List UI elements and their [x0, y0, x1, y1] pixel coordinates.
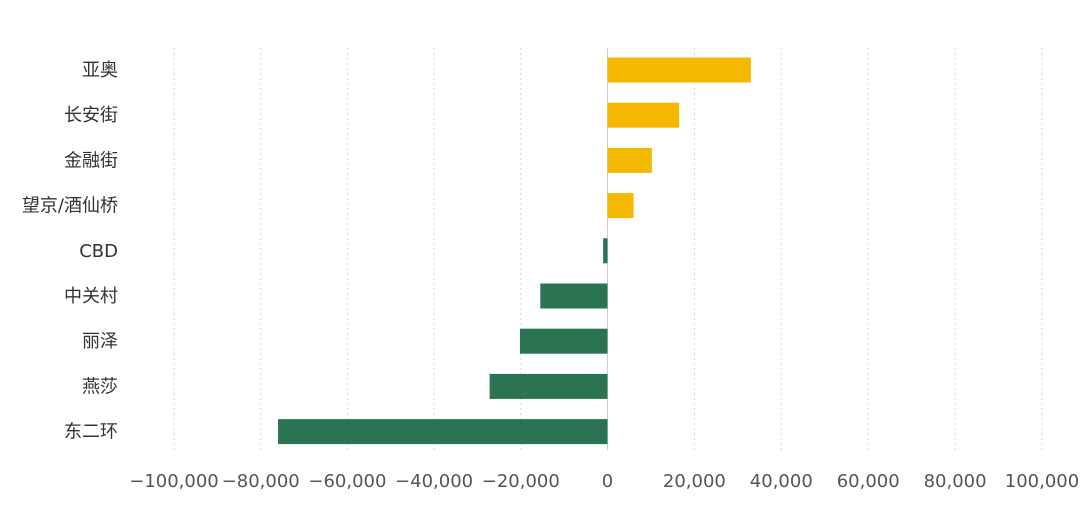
x-tick-label: 40,000 — [750, 471, 813, 492]
category-label: 亚奥 — [82, 60, 118, 81]
x-tick-label: −80,000 — [222, 471, 300, 492]
category-label: 燕莎 — [82, 376, 118, 397]
category-label: 丽泽 — [82, 331, 118, 352]
bar — [603, 238, 608, 264]
category-label: 东二环 — [64, 422, 118, 443]
bar — [519, 328, 608, 354]
x-axis-tick-labels: −100,000 −80,000 −60,000 −40,000 −20,000 0 20,… — [129, 471, 1079, 492]
bar — [540, 283, 608, 309]
x-tick-label: 80,000 — [924, 471, 987, 492]
bar — [607, 57, 751, 83]
bar — [607, 102, 680, 128]
bar — [489, 373, 608, 399]
category-label: 长安街 — [64, 105, 118, 126]
x-tick-label: −40,000 — [395, 471, 473, 492]
x-tick-label: 0 — [602, 471, 613, 492]
x-tick-label: −60,000 — [308, 471, 386, 492]
bar — [607, 147, 652, 173]
bar-layer — [278, 57, 751, 445]
category-label: CBD — [79, 241, 118, 262]
x-tick-label: 60,000 — [837, 471, 900, 492]
x-tick-label: 100,000 — [1005, 471, 1079, 492]
bar — [607, 193, 634, 219]
x-tick-label: 20,000 — [663, 471, 726, 492]
x-tick-label: −100,000 — [129, 471, 219, 492]
category-label: 望京/酒仙桥 — [22, 196, 118, 217]
x-tick-label: −20,000 — [482, 471, 560, 492]
category-label: 金融街 — [64, 150, 118, 171]
category-label: 中关村 — [64, 286, 118, 307]
bar — [278, 419, 608, 445]
